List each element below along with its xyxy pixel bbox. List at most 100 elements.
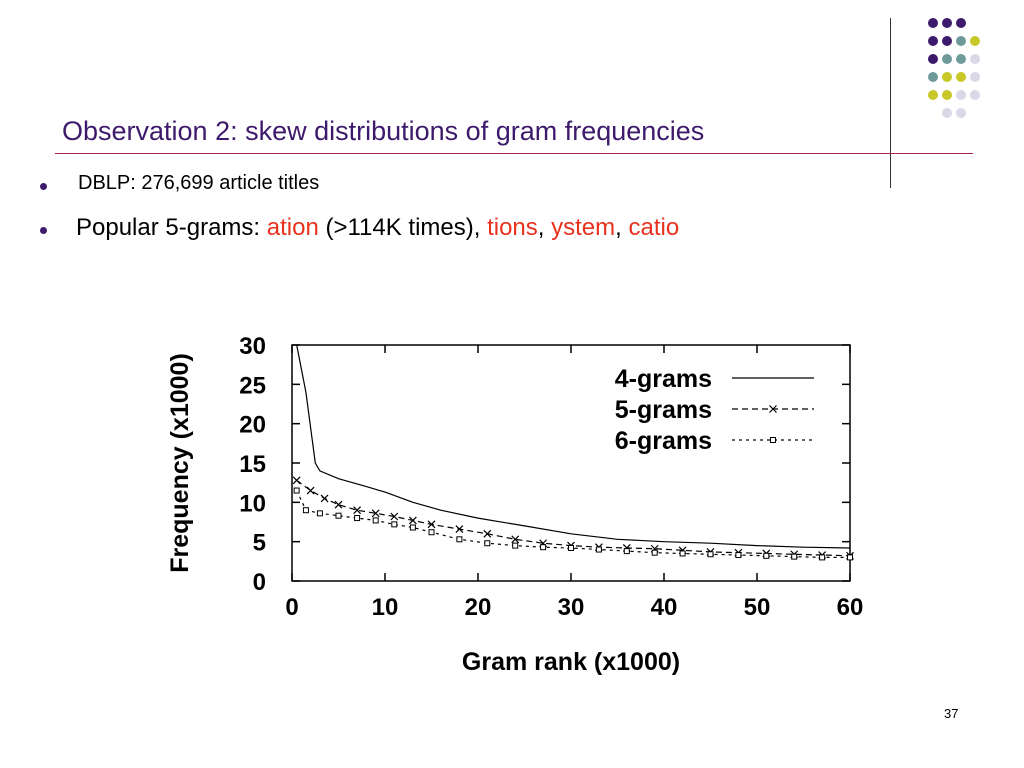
y-tick-label: 0	[253, 569, 266, 596]
series-point-square	[651, 549, 658, 556]
series-point-square	[540, 544, 547, 551]
x-tick-label: 30	[558, 594, 585, 621]
decorative-vertical-line	[890, 18, 891, 188]
decor-dot	[956, 36, 966, 46]
series-point-square	[595, 546, 602, 553]
series-point-square	[735, 552, 742, 559]
x-tick-label: 60	[837, 594, 864, 621]
bullet-dot-icon	[40, 227, 47, 234]
bullet-dot-icon	[40, 183, 47, 190]
series-point-x	[483, 529, 492, 538]
y-tick-label: 10	[239, 490, 266, 517]
decor-dot	[956, 108, 966, 118]
series-line-5-grams	[296, 479, 851, 557]
series-point-x	[511, 535, 520, 544]
series-point-square	[293, 487, 300, 494]
decor-dot	[956, 54, 966, 64]
series-point-square	[428, 529, 435, 536]
series-point-square	[623, 548, 630, 555]
x-tick-label: 40	[651, 594, 678, 621]
series-point-square	[679, 550, 686, 557]
series-point-square	[354, 515, 361, 522]
bullet-prefix: Popular 5-grams:	[76, 214, 267, 241]
series-point-x	[353, 506, 362, 515]
decor-dot	[956, 72, 966, 82]
decor-dot	[970, 54, 980, 64]
legend-label: 4-grams	[615, 365, 712, 393]
bullet-item-dataset: DBLP: 276,699 article titles	[40, 172, 319, 195]
gram-ation: ation	[266, 214, 319, 241]
decor-dot	[928, 54, 938, 64]
x-tick-label: 50	[744, 594, 771, 621]
series-point-square	[302, 507, 309, 514]
bullet-item-popular-grams: Popular 5-grams: ation (>114K times), ti…	[40, 214, 679, 242]
series-point-x	[427, 520, 436, 529]
series-point-x	[371, 509, 380, 518]
slide-title: Observation 2: skew distributions of gra…	[62, 116, 705, 146]
separator: ,	[537, 214, 552, 241]
series-point-square	[512, 542, 519, 549]
series-line-4-grams	[296, 344, 851, 549]
decor-dot	[970, 36, 980, 46]
decor-dot	[956, 18, 966, 28]
series-point-square	[770, 437, 776, 443]
bullet-text: Popular 5-grams: ation (>114K times), ti…	[76, 214, 679, 241]
frequency-chart: 0 10 20 30 40 50 60 0 5 10 15 20 25 30 Gram rank (x100…	[166, 333, 864, 676]
decor-dot	[928, 36, 938, 46]
series-point-square	[791, 553, 798, 560]
y-axis-label: Frequency (x1000)	[166, 353, 194, 573]
series-point-x	[292, 476, 301, 485]
decor-dot	[942, 90, 952, 100]
series-point-square	[372, 517, 379, 524]
series-point-square	[316, 510, 323, 517]
legend-label: 5-grams	[615, 396, 712, 424]
y-tick-label: 25	[239, 372, 266, 399]
gram-ystem: ystem	[551, 214, 616, 241]
decor-dot	[956, 90, 966, 100]
decor-dot	[942, 54, 952, 64]
y-tick-label: 20	[239, 412, 266, 439]
bullet-mid: (>114K times),	[318, 214, 488, 241]
decor-dot	[928, 72, 938, 82]
y-tick-label: 15	[239, 451, 266, 478]
decor-dot	[942, 18, 952, 28]
legend-label: 6-grams	[615, 427, 712, 455]
gram-tions: tions	[487, 214, 538, 241]
x-tick-label: 10	[372, 594, 399, 621]
y-tick-label: 30	[239, 333, 266, 360]
decor-dot	[928, 18, 938, 28]
series-point-x	[408, 516, 417, 525]
series-point-square	[391, 521, 398, 528]
series-point-square	[568, 544, 574, 551]
series-point-x	[334, 500, 343, 509]
series-point-square	[847, 554, 853, 561]
series-point-x	[306, 486, 315, 495]
x-tick-label: 0	[285, 594, 298, 621]
decor-dot	[942, 36, 952, 46]
series-line-6-grams	[296, 490, 850, 558]
series-point-x	[320, 494, 329, 503]
decor-dot	[970, 72, 980, 82]
separator: ,	[615, 214, 629, 241]
x-axis-label: Gram rank (x1000)	[462, 648, 680, 676]
series-point-square	[335, 512, 342, 519]
gram-catio: catio	[628, 214, 680, 241]
series-point-x	[390, 512, 399, 521]
decor-dot	[928, 90, 938, 100]
series-point-square	[763, 552, 770, 559]
y-tick-label: 5	[253, 530, 266, 557]
x-tick-label: 20	[465, 594, 492, 621]
series-point-square	[484, 540, 491, 547]
title-underline	[55, 153, 973, 154]
bullet-text: DBLP: 276,699 article titles	[78, 172, 320, 194]
decorative-dot-grid	[928, 18, 988, 128]
series-point-x	[769, 405, 777, 413]
series-point-square	[819, 554, 826, 561]
page-number: 37	[944, 706, 959, 721]
decor-dot	[970, 90, 980, 100]
series-point-square	[707, 551, 714, 558]
series-point-x	[455, 525, 464, 534]
series-point-square	[456, 536, 463, 543]
series-point-square	[409, 524, 416, 531]
decor-dot	[942, 72, 952, 82]
